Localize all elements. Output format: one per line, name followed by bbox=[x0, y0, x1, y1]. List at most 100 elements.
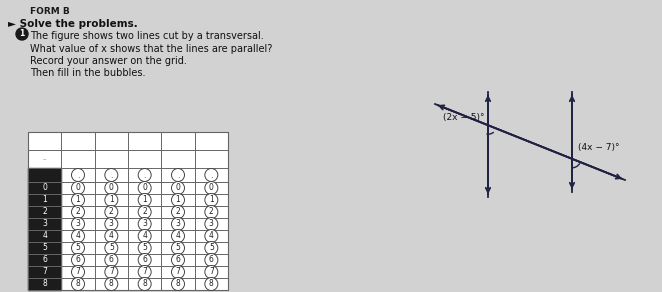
Text: 7: 7 bbox=[209, 267, 214, 277]
Text: 3: 3 bbox=[42, 220, 47, 229]
Circle shape bbox=[205, 168, 218, 182]
Circle shape bbox=[205, 194, 218, 206]
Circle shape bbox=[105, 168, 118, 182]
Circle shape bbox=[105, 230, 118, 242]
Text: 0: 0 bbox=[109, 183, 114, 192]
Circle shape bbox=[105, 277, 118, 291]
Circle shape bbox=[71, 168, 85, 182]
Text: 7: 7 bbox=[142, 267, 147, 277]
Circle shape bbox=[171, 194, 185, 206]
Text: Record your answer on the grid.: Record your answer on the grid. bbox=[30, 56, 187, 66]
Text: .: . bbox=[110, 171, 113, 180]
Text: 5: 5 bbox=[75, 244, 81, 253]
Circle shape bbox=[105, 241, 118, 255]
Circle shape bbox=[205, 277, 218, 291]
Text: 2: 2 bbox=[209, 208, 214, 216]
Circle shape bbox=[105, 253, 118, 267]
Text: .: . bbox=[144, 171, 146, 180]
Circle shape bbox=[105, 218, 118, 230]
Text: 5: 5 bbox=[209, 244, 214, 253]
Text: 3: 3 bbox=[142, 220, 147, 229]
Text: 6: 6 bbox=[175, 256, 181, 265]
Text: 7: 7 bbox=[109, 267, 114, 277]
Text: 0: 0 bbox=[209, 183, 214, 192]
Text: What value of x shows that the lines are parallel?: What value of x shows that the lines are… bbox=[30, 44, 272, 53]
Circle shape bbox=[105, 182, 118, 194]
Text: 1: 1 bbox=[175, 196, 180, 204]
Text: 3: 3 bbox=[209, 220, 214, 229]
Text: 1: 1 bbox=[109, 196, 114, 204]
Text: 6: 6 bbox=[109, 256, 114, 265]
Text: .: . bbox=[210, 171, 213, 180]
Text: 4: 4 bbox=[142, 232, 147, 241]
Text: 5: 5 bbox=[109, 244, 114, 253]
Circle shape bbox=[171, 182, 185, 194]
Text: 7: 7 bbox=[175, 267, 181, 277]
Text: 4: 4 bbox=[75, 232, 81, 241]
Text: 2: 2 bbox=[75, 208, 80, 216]
Text: –: – bbox=[43, 156, 46, 162]
Text: 4: 4 bbox=[42, 232, 47, 241]
Text: 5: 5 bbox=[42, 244, 47, 253]
Circle shape bbox=[71, 230, 85, 242]
Circle shape bbox=[205, 253, 218, 267]
Bar bbox=[28, 132, 228, 290]
Text: FORM B: FORM B bbox=[30, 7, 70, 16]
Circle shape bbox=[105, 194, 118, 206]
Circle shape bbox=[171, 265, 185, 279]
Text: 0: 0 bbox=[175, 183, 181, 192]
Circle shape bbox=[71, 253, 85, 267]
Text: 1: 1 bbox=[209, 196, 214, 204]
Text: 3: 3 bbox=[75, 220, 81, 229]
Text: 1: 1 bbox=[42, 196, 47, 204]
Circle shape bbox=[171, 241, 185, 255]
Text: 2: 2 bbox=[109, 208, 114, 216]
Circle shape bbox=[138, 277, 151, 291]
Text: 1: 1 bbox=[142, 196, 147, 204]
Circle shape bbox=[138, 253, 151, 267]
Text: 8: 8 bbox=[142, 279, 147, 288]
Circle shape bbox=[171, 277, 185, 291]
Text: 5: 5 bbox=[175, 244, 181, 253]
Text: 7: 7 bbox=[75, 267, 81, 277]
Text: 1: 1 bbox=[19, 29, 24, 38]
Circle shape bbox=[138, 265, 151, 279]
Circle shape bbox=[205, 230, 218, 242]
Text: 1: 1 bbox=[75, 196, 80, 204]
Text: 4: 4 bbox=[175, 232, 181, 241]
Bar bbox=[28, 168, 62, 290]
Circle shape bbox=[205, 182, 218, 194]
Text: 2: 2 bbox=[175, 208, 180, 216]
Circle shape bbox=[205, 206, 218, 218]
Circle shape bbox=[138, 182, 151, 194]
Text: 7: 7 bbox=[42, 267, 47, 277]
Text: (2x − 5)°: (2x − 5)° bbox=[443, 113, 485, 122]
Circle shape bbox=[171, 168, 185, 182]
Circle shape bbox=[138, 218, 151, 230]
Text: 4: 4 bbox=[109, 232, 114, 241]
Circle shape bbox=[205, 218, 218, 230]
Text: ► Solve the problems.: ► Solve the problems. bbox=[8, 19, 138, 29]
Circle shape bbox=[138, 168, 151, 182]
Text: 2: 2 bbox=[42, 208, 47, 216]
Text: 6: 6 bbox=[75, 256, 81, 265]
Circle shape bbox=[71, 182, 85, 194]
Text: .: . bbox=[177, 171, 179, 180]
Circle shape bbox=[105, 206, 118, 218]
Circle shape bbox=[171, 218, 185, 230]
Circle shape bbox=[138, 230, 151, 242]
Text: .: . bbox=[77, 171, 79, 180]
Circle shape bbox=[71, 194, 85, 206]
Text: 6: 6 bbox=[209, 256, 214, 265]
Text: 8: 8 bbox=[109, 279, 114, 288]
Text: Then fill in the bubbles.: Then fill in the bubbles. bbox=[30, 69, 146, 79]
Circle shape bbox=[71, 218, 85, 230]
Text: 5: 5 bbox=[142, 244, 147, 253]
Text: The figure shows two lines cut by a transversal.: The figure shows two lines cut by a tran… bbox=[30, 31, 263, 41]
Circle shape bbox=[71, 241, 85, 255]
Circle shape bbox=[171, 206, 185, 218]
Circle shape bbox=[205, 241, 218, 255]
Circle shape bbox=[205, 265, 218, 279]
Text: 6: 6 bbox=[142, 256, 147, 265]
Circle shape bbox=[71, 206, 85, 218]
